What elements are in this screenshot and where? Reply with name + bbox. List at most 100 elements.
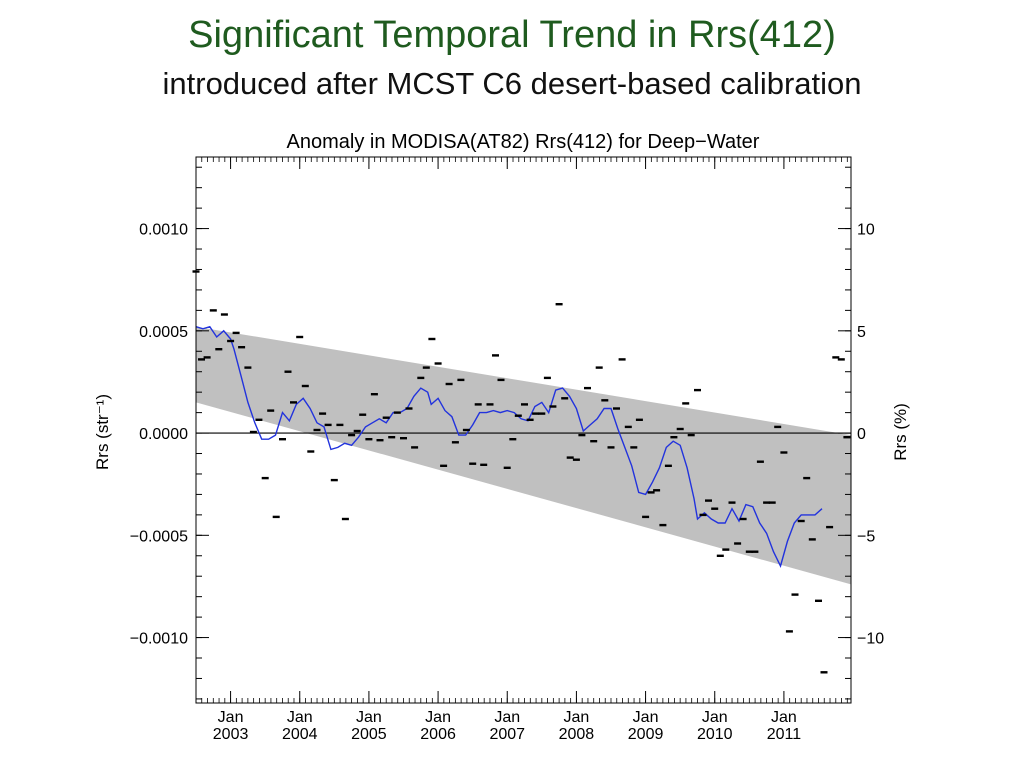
data-point [780, 451, 788, 454]
data-point [722, 548, 730, 551]
data-point [348, 433, 356, 437]
x-tick-label-month: Jan [702, 709, 728, 726]
data-point [434, 362, 442, 365]
data-point [601, 399, 609, 402]
slide-subtitle: introduced after MCST C6 desert-based ca… [162, 66, 862, 101]
data-point [400, 437, 407, 440]
data-point [457, 378, 465, 382]
data-point [543, 376, 551, 380]
data-point [336, 423, 344, 427]
y2-tick-label: 5 [857, 324, 866, 341]
data-point [284, 370, 292, 373]
data-point [411, 446, 419, 449]
data-point [676, 427, 684, 431]
y-tick-label: −0.0010 [130, 631, 188, 648]
data-point [480, 463, 488, 466]
data-point [422, 366, 430, 369]
data-point [382, 416, 390, 419]
x-tick-label-year: 2006 [420, 726, 456, 743]
x-tick-label-month: Jan [494, 709, 520, 726]
data-point [578, 433, 586, 437]
data-point [785, 630, 793, 633]
smoothed-series-line [195, 325, 823, 568]
data-point [220, 313, 228, 316]
y-tick-label: 0.0010 [139, 222, 188, 239]
data-point [440, 464, 448, 467]
data-point [774, 425, 782, 429]
x-tick-label-year: 2005 [351, 726, 387, 743]
y2-axis-label: Rrs (%) [891, 403, 910, 461]
data-point [330, 478, 338, 482]
data-point [549, 405, 557, 408]
data-point [803, 476, 811, 480]
data-point [751, 550, 759, 553]
data-point [324, 423, 332, 427]
data-point [203, 356, 211, 359]
data-point [756, 460, 764, 463]
data-point [232, 331, 240, 335]
data-point [832, 356, 840, 359]
data-point [290, 401, 297, 404]
x-tick-label-month: Jan [287, 709, 313, 726]
x-tick-label-month: Jan [633, 709, 659, 726]
data-point [474, 403, 482, 406]
data-point [728, 501, 736, 504]
data-point [279, 438, 286, 441]
data-point [538, 412, 546, 415]
data-point [198, 358, 205, 361]
x-tick-label-month: Jan [564, 709, 590, 726]
y-tick-label: 0.0005 [139, 324, 188, 341]
x-tick-label-year: 2003 [213, 726, 249, 743]
trend-band [196, 326, 851, 585]
data-point [670, 436, 678, 439]
data-point [376, 439, 384, 442]
data-point [618, 358, 626, 361]
data-point [590, 440, 598, 443]
x-tick-label-month: Jan [218, 709, 244, 726]
data-point [462, 428, 470, 432]
data-point [682, 402, 690, 405]
data-point [238, 346, 246, 349]
y-tick-label: −0.0005 [130, 528, 188, 545]
plot-frame [195, 156, 852, 704]
data-point [739, 517, 747, 521]
data-point [837, 358, 845, 361]
data-point [307, 450, 315, 453]
data-point [699, 513, 707, 517]
data-point [647, 491, 655, 494]
chart-title: Anomaly in MODISA(AT82) Rrs(412) for Dee… [287, 131, 760, 153]
x-tick-label-month: Jan [425, 709, 451, 726]
x-tick-label-month: Jan [771, 709, 797, 726]
data-point [745, 550, 753, 553]
data-point [734, 542, 742, 545]
data-point [820, 671, 828, 674]
data-point [486, 403, 494, 406]
data-point [267, 409, 275, 412]
data-point [642, 515, 650, 519]
data-point [514, 414, 522, 417]
axes-layer: 0.0010 0.0005 0.0000 −0.0005 −0.0010 10 5 0 −5 −1… [130, 156, 884, 743]
data-point [630, 446, 638, 449]
data-point [526, 418, 534, 421]
data-point [209, 309, 217, 312]
y2-tick-label: −10 [857, 631, 884, 648]
data-point [607, 446, 615, 449]
data-point [215, 348, 223, 351]
data-point [370, 393, 378, 396]
data-point [566, 456, 574, 459]
data-point [227, 339, 235, 343]
data-point [572, 458, 580, 461]
y2-tick-label: −5 [857, 528, 875, 545]
data-point [791, 593, 799, 596]
data-point [451, 441, 459, 444]
trend-band-layer [196, 326, 851, 585]
data-point [359, 413, 367, 416]
data-point [255, 418, 263, 421]
data-point [653, 489, 661, 492]
data-point [301, 384, 309, 388]
data-point [405, 407, 413, 410]
data-point [843, 436, 851, 439]
data-point [768, 501, 776, 504]
data-point [244, 366, 252, 369]
x-tick-label-year: 2007 [489, 726, 525, 743]
